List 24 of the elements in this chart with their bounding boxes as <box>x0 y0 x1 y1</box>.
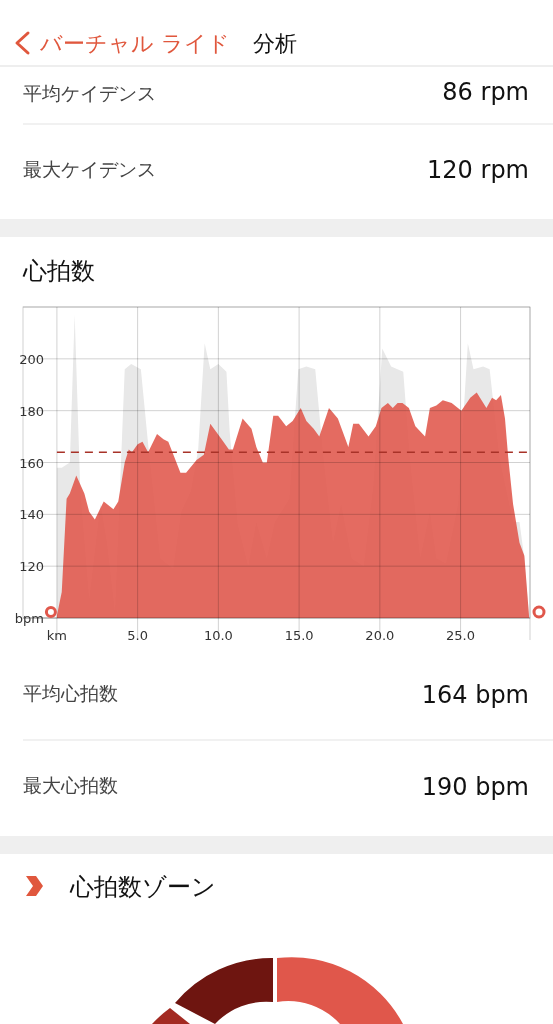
y-tick-label: bpm <box>14 611 44 626</box>
y-tick-label: 120 <box>19 559 44 575</box>
text: バーチャル ライド <box>39 31 230 56</box>
x-tick-label: 25.0 <box>446 628 476 643</box>
text: 120 rpm <box>427 156 529 184</box>
text: 最大心拍数 <box>23 774 118 796</box>
x-tick-label: 5.0 <box>127 628 148 643</box>
y-tick-label: 200 <box>19 351 44 367</box>
text: 心拍数ゾーン <box>69 873 216 901</box>
y-tick-label: 160 <box>19 455 44 471</box>
x-tick-label: 20.0 <box>365 628 395 643</box>
text: 平均ケイデンス <box>23 82 156 104</box>
text: 最大ケイデンス <box>23 158 156 180</box>
text: 190 bpm <box>421 773 529 801</box>
text: 86 rpm <box>442 78 529 106</box>
x-tick-label: 15.0 <box>284 628 314 643</box>
text: 分析 <box>253 31 297 56</box>
y-tick-label: 180 <box>19 403 44 419</box>
chart-title: 心拍数 <box>22 257 95 285</box>
x-tick-label: 10.0 <box>203 628 233 643</box>
y-tick-label: 140 <box>19 507 44 523</box>
text: 平均心拍数 <box>23 682 118 704</box>
x-tick-label: km <box>46 628 68 643</box>
text: 164 bpm <box>421 681 529 709</box>
